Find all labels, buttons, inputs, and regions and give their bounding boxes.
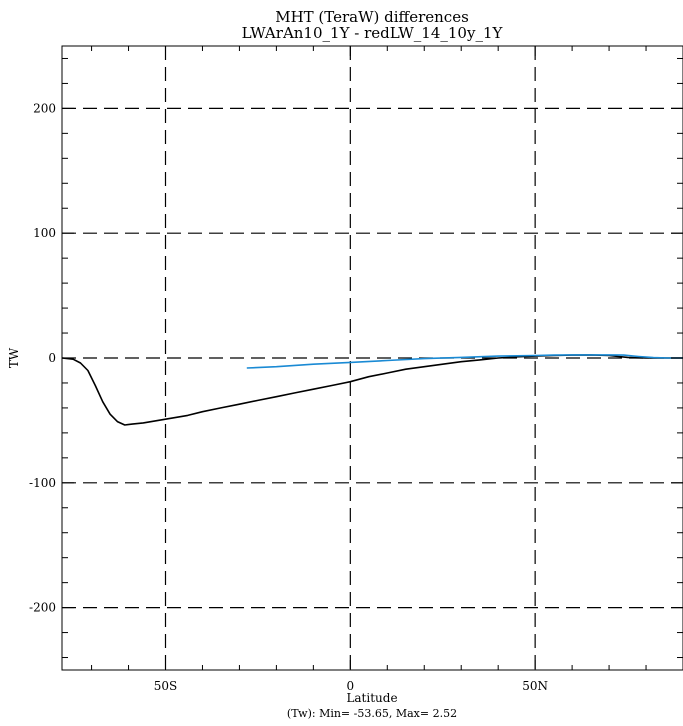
y-tick-label: 200 — [33, 101, 56, 115]
axes — [61, 45, 683, 671]
y-tick-label: 0 — [48, 351, 56, 365]
grid — [62, 46, 683, 670]
y-axis-label: TW — [7, 347, 21, 368]
tick-labels: 50S 0 50N 200 100 0 -100 -200 — [29, 101, 548, 693]
y-tick-label: -100 — [29, 476, 56, 490]
y-tick-label: -200 — [29, 601, 56, 615]
x-axis-label: Latitude — [346, 691, 397, 705]
series-line-1 — [61, 354, 683, 426]
chart-title: MHT (TeraW) differences — [275, 8, 469, 26]
x-tick-label: 0 — [347, 679, 355, 693]
min-max-footer: (Tw): Min= -53.65, Max= 2.52 — [287, 707, 457, 720]
series-group — [61, 354, 683, 426]
x-tick-label: 50N — [522, 679, 548, 693]
chart-subtitle: LWArAn10_1Y - redLW_14_10y_1Y — [242, 24, 504, 42]
x-tick-label: 50S — [154, 679, 178, 693]
series-line-2 — [246, 354, 683, 369]
y-tick-label: 100 — [33, 226, 56, 240]
